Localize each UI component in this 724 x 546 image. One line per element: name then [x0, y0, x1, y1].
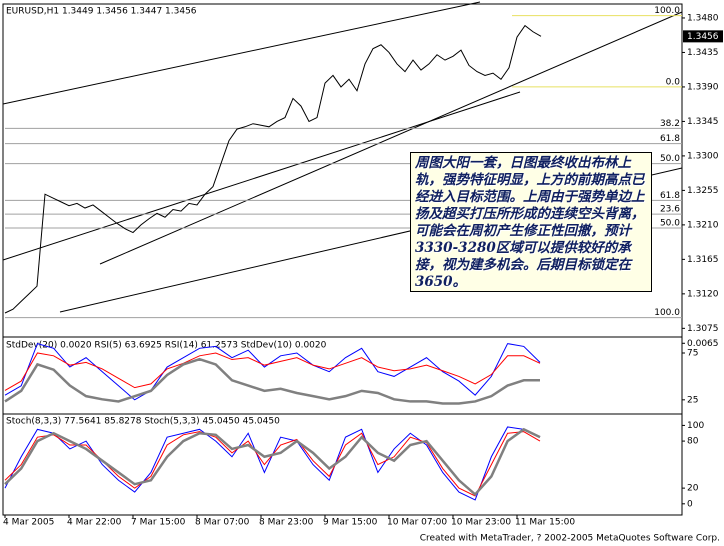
y-tick-label: 20: [687, 484, 699, 494]
y-tick-label: 75: [687, 348, 698, 358]
series-line: [4, 24, 542, 314]
x-tick-label: 11 Mar 15:00: [515, 518, 575, 528]
y-tick-label: 80: [687, 437, 699, 447]
y-tick-label: 100: [687, 421, 704, 431]
fib-label: 0.0: [666, 77, 681, 87]
x-tick-label: 4 Mar 22:00: [67, 518, 122, 528]
fib-label: 100.0: [654, 6, 680, 16]
y-tick-label: 1.3435: [687, 48, 719, 58]
panel-legend: Stoch(8,3,3) 77.5641 85.8278 Stoch(5,3,3…: [6, 417, 280, 427]
y-tick-label: 0: [687, 499, 693, 509]
x-tick-label: 9 Mar 15:00: [323, 518, 378, 528]
panel-legend: StdDev(20) 0.0020 RSI(5) 63.6925 RSI(14)…: [6, 341, 327, 351]
series-line: [4, 427, 541, 497]
footer: Created with MetaTrader, ? 2002-2005 Met…: [420, 534, 720, 544]
last-price-box: [683, 30, 723, 43]
fib-label: 50.0: [660, 218, 680, 228]
fib-label: 61.8: [660, 191, 680, 201]
series-line: [4, 357, 540, 405]
x-tick-label: 8 Mar 07:00: [195, 518, 250, 528]
fib-label: 100.0: [654, 308, 680, 318]
y-tick-label: 1.3390: [687, 82, 719, 92]
last-price-label: 1.3456: [687, 32, 719, 42]
y-tick-label: 1.3480: [687, 13, 719, 23]
series-line: [4, 343, 541, 401]
y-tick-label: 1.3210: [687, 220, 719, 230]
fib-label: 23.6: [660, 205, 680, 215]
x-tick-label: 4 Mar 2005: [3, 518, 54, 528]
y-tick-label: 1.3300: [687, 151, 719, 161]
fib-label: 61.8: [660, 134, 680, 144]
y2-tick-label: 0.0065: [687, 339, 719, 349]
chart-title: EURUSD,H1 1.3449 1.3456 1.3447 1.3456: [6, 7, 197, 17]
y-tick-label: 1.3075: [687, 324, 719, 334]
y-tick-label: 1.3165: [687, 255, 719, 265]
y-tick-label: 1.3345: [687, 117, 719, 127]
fib-label: 50.0: [660, 154, 680, 164]
y-tick-label: 25: [687, 395, 698, 405]
x-tick-label: 7 Mar 15:00: [131, 518, 186, 528]
fib-label: 38.2: [660, 119, 680, 129]
x-tick-label: 10 Mar 23:00: [451, 518, 511, 528]
y-tick-label: 1.3255: [687, 186, 719, 196]
series-line: [4, 352, 541, 391]
x-tick-label: 10 Mar 07:00: [387, 518, 447, 528]
x-tick-label: 8 Mar 23:00: [259, 518, 314, 528]
annotation: 周图大阳一套，日图最终收出布林上轨，强势特征明显，上方的前期高点已经进入目标范围…: [410, 152, 652, 292]
y-tick-label: 1.3120: [687, 289, 719, 299]
